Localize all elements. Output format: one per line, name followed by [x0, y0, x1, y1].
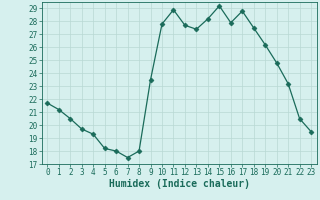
- X-axis label: Humidex (Indice chaleur): Humidex (Indice chaleur): [109, 179, 250, 189]
